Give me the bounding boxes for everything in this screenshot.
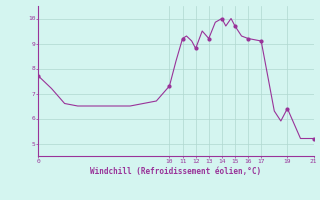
X-axis label: Windchill (Refroidissement éolien,°C): Windchill (Refroidissement éolien,°C) [91,167,261,176]
